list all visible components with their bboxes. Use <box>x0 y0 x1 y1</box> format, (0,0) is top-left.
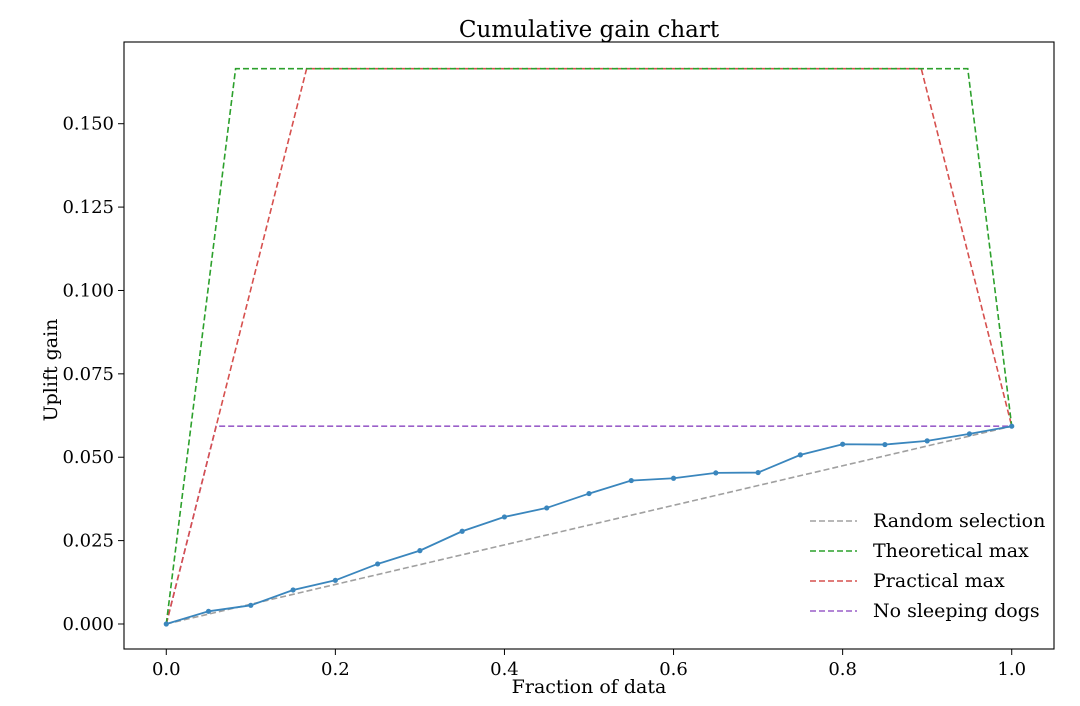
y-tick-label: 0.050 <box>62 447 114 468</box>
legend: Random selection Theoretical max Practical… <box>810 510 1045 622</box>
y-tick-label: 0.025 <box>62 531 114 552</box>
x-tick-label: 0.0 <box>152 659 181 680</box>
chart-title: Cumulative gain chart <box>459 17 720 43</box>
x-tick-label: 1.0 <box>997 659 1026 680</box>
x-tick-label: 0.4 <box>490 659 519 680</box>
data-point <box>205 608 212 614</box>
y-tick-label: 0.125 <box>62 197 114 218</box>
legend-label-no-sleeping-dogs: No sleeping dogs <box>873 600 1040 622</box>
y-tick-label: 0.075 <box>62 364 114 385</box>
data-point <box>332 577 338 583</box>
x-tick-label: 0.2 <box>321 659 350 680</box>
data-point <box>501 514 508 520</box>
axes-frame <box>123 41 1055 650</box>
y-axis-label: Uplift gain <box>40 319 62 422</box>
x-tick-label: 0.6 <box>659 659 688 680</box>
data-point <box>375 561 381 567</box>
theoretical-max-line <box>165 67 1013 625</box>
random-selection-line <box>166 425 1012 625</box>
data-point <box>459 528 465 534</box>
data-point <box>755 469 761 476</box>
data-point <box>628 477 634 484</box>
data-point <box>670 475 677 481</box>
legend-label-random-selection: Random selection <box>873 510 1045 532</box>
data-point <box>586 490 592 497</box>
data-point <box>290 587 296 593</box>
y-tick-label: 0.150 <box>62 114 114 135</box>
legend-label-practical-max: Practical max <box>873 570 1005 592</box>
plot-area: 0.0 0.2 0.4 0.6 0.8 1.0 0.000 0.025 0.050 0.075 0.… <box>62 41 1055 680</box>
data-point <box>417 548 423 554</box>
data-point <box>882 441 888 448</box>
data-point <box>248 602 254 608</box>
legend-label-theoretical-max: Theoretical max <box>873 540 1029 562</box>
data-point <box>966 431 973 437</box>
x-tick-label: 0.8 <box>828 659 857 680</box>
y-tick-label: 0.100 <box>62 280 114 301</box>
data-point <box>797 452 803 458</box>
data-point <box>713 470 719 476</box>
data-point <box>1009 423 1015 429</box>
data-point <box>544 505 550 511</box>
data-point <box>924 438 930 444</box>
x-axis-label: Fraction of data <box>512 676 667 698</box>
data-point <box>163 621 169 627</box>
data-point <box>840 441 846 447</box>
y-tick-label: 0.000 <box>62 614 114 635</box>
